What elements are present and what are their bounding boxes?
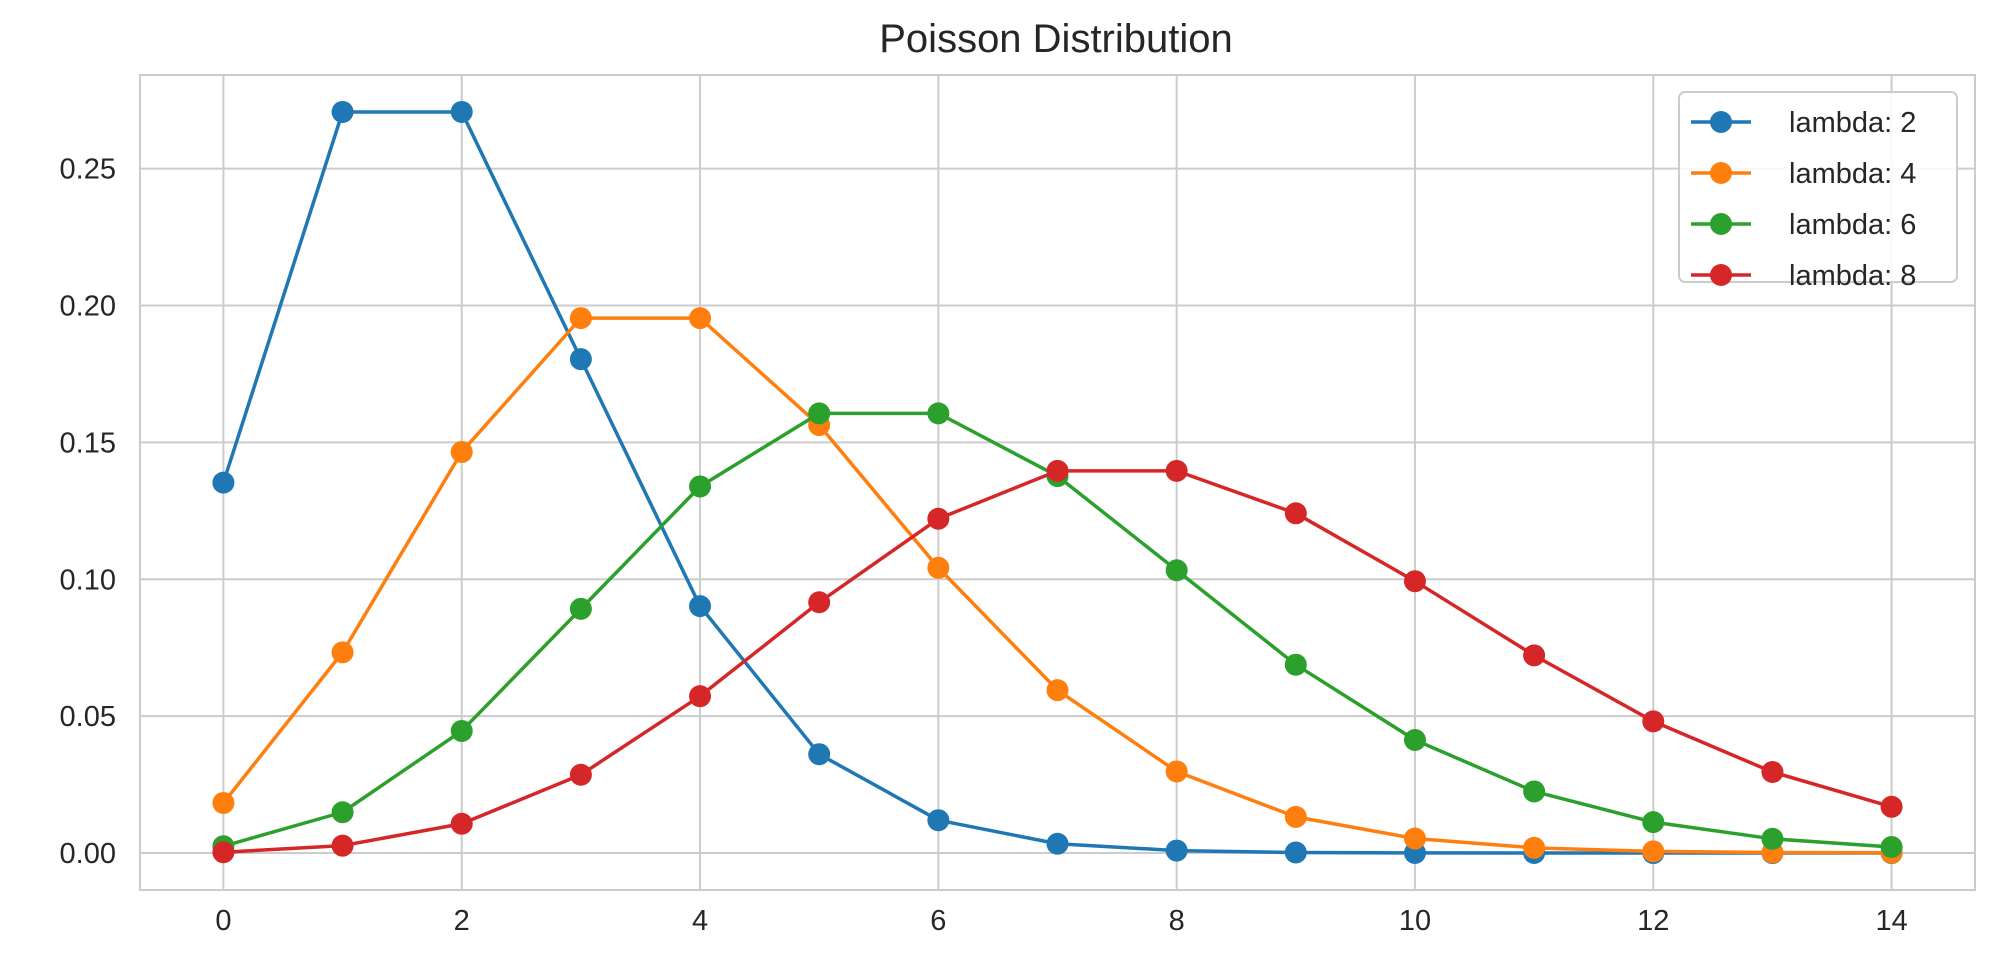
x-tick-label: 12 [1637,905,1669,937]
data-point [808,591,831,614]
data-point [1642,710,1665,733]
data-point [569,307,592,330]
legend-label: lambda: 6 [1789,209,1916,241]
data-point [689,595,712,618]
data-point [569,348,592,371]
data-point [1403,570,1426,593]
plot-frame [139,74,1976,891]
data-point [450,100,473,123]
series-lines [212,100,1903,865]
legend-item: lambda: 2 [1691,107,1916,139]
legend-item: lambda: 8 [1691,260,1916,292]
x-tick-label: 8 [1169,905,1185,937]
x-tick-label: 4 [692,905,708,937]
data-point [1165,839,1188,862]
y-tick-label: 0.25 [60,154,116,186]
data-point [1284,502,1307,525]
data-point [689,307,712,330]
series-4 [212,459,1903,864]
data-point [927,402,950,425]
x-tick-label: 6 [930,905,946,937]
data-point [1761,827,1784,850]
legend-swatch-marker [1710,162,1732,184]
data-point [1523,836,1546,859]
data-point [212,841,235,864]
x-tick-label: 10 [1399,905,1431,937]
data-point [1880,795,1903,818]
data-point [1642,811,1665,834]
legend-label: lambda: 2 [1789,107,1916,139]
data-point [450,719,473,742]
data-point [1165,459,1188,482]
legend: lambda: 2 lambda: 4 lambda: 6 lambda: 8 [1678,91,1958,292]
data-point [808,743,831,766]
legend-label: lambda: 4 [1789,158,1916,190]
data-point [1403,728,1426,751]
data-point [689,475,712,498]
data-point [450,812,473,835]
legend-item: lambda: 4 [1691,158,1916,190]
data-point [927,507,950,530]
chart-title: Poisson Distribution [879,17,1233,61]
data-point [1880,836,1903,859]
y-tick-label: 0.00 [60,838,116,870]
legend-box [1678,91,1958,283]
data-point [689,685,712,708]
data-point [331,834,354,857]
y-tick-label: 0.15 [60,427,116,459]
legend-swatch-marker [1710,111,1732,133]
data-point [1761,761,1784,784]
y-tick-label: 0.20 [60,291,116,323]
x-tick-label: 2 [454,905,470,937]
data-point [927,556,950,579]
legend-label: lambda: 8 [1789,260,1916,292]
data-point [1284,805,1307,828]
data-point [331,801,354,824]
data-point [569,763,592,786]
data-point [212,791,235,814]
data-point [569,597,592,620]
y-tick-label: 0.10 [60,564,116,596]
data-point [1046,679,1069,702]
data-point [927,809,950,832]
data-point [1403,827,1426,850]
data-point [808,402,831,425]
data-point [1046,459,1069,482]
data-point [212,471,235,494]
data-point [1165,760,1188,783]
axes: 0 2 4 6 8 10 12 14 0.00 0.05 0.10 0.15 0.20 0.25 [60,74,1976,937]
data-point [1046,832,1069,855]
data-point [450,440,473,463]
legend-swatch-marker [1710,264,1732,286]
data-point [1642,840,1665,863]
legend-swatch-marker [1710,213,1732,235]
legend-item: lambda: 6 [1691,209,1916,241]
data-point [1284,841,1307,864]
data-point [331,641,354,664]
data-point [1523,644,1546,667]
data-point [1523,780,1546,803]
data-point [1165,559,1188,582]
x-tick-label: 0 [215,905,231,937]
data-point [1284,653,1307,676]
y-tick-label: 0.05 [60,701,116,733]
data-point [331,100,354,123]
x-tick-label: 14 [1875,905,1907,937]
